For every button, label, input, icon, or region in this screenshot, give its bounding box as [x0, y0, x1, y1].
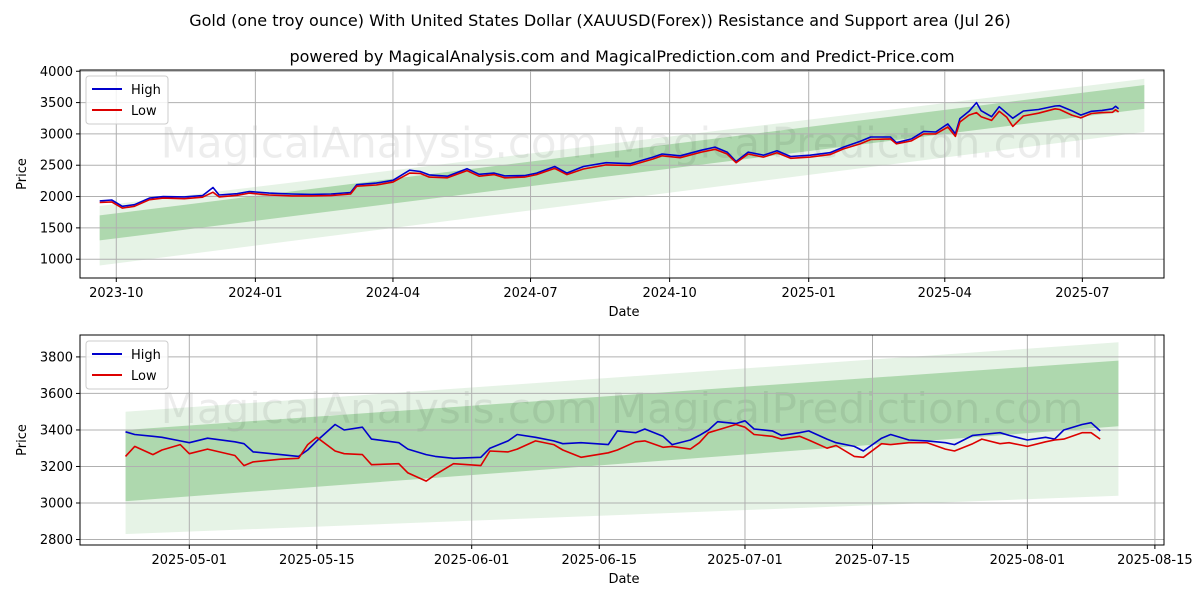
- zoom-x-tick-label: 2025-06-15: [561, 553, 637, 568]
- zoom-x-tick-label: 2025-05-01: [152, 553, 228, 568]
- main-y-axis-label: Price: [15, 158, 30, 190]
- main-y-tick-label: 3000: [40, 127, 73, 142]
- zoom-y-tick-label: 2800: [40, 533, 73, 548]
- main-x-tick-label: 2025-07: [1055, 286, 1109, 301]
- zoom-y-tick-label: 3400: [40, 423, 73, 438]
- zoom-series-low-line: [124, 423, 1101, 482]
- zoom-y-tick-label: 3800: [40, 350, 73, 365]
- main-x-tick-label: 2024-01: [228, 286, 282, 301]
- zoom-y-tick-label: 3000: [40, 497, 73, 512]
- main-legend-label-high: High: [131, 83, 161, 98]
- main-y-tick-label: 1000: [40, 253, 73, 268]
- zoom-axes-frame: [79, 334, 1165, 546]
- main-chart-panel: MagicalAnalysis.com MagicalPrediction.co…: [15, 65, 1165, 320]
- chart-subtitle: powered by MagicalAnalysis.com and Magic…: [289, 47, 954, 66]
- main-x-tick-label: 2024-04: [366, 286, 420, 301]
- zoom-y-tick-label: 3200: [40, 460, 73, 475]
- main-watermark: MagicalAnalysis.com MagicalPrediction.co…: [161, 118, 1084, 167]
- zoom-x-tick-label: 2025-07-01: [707, 553, 783, 568]
- zoom-legend: High Low: [85, 340, 169, 390]
- zoom-chart-panel: MagicalAnalysis.com MagicalPrediction.co…: [15, 334, 1193, 587]
- main-y-tick-label: 4000: [40, 65, 73, 80]
- main-x-tick-label: 2025-04: [918, 286, 972, 301]
- main-x-tick-label: 2023-10: [89, 286, 143, 301]
- main-x-axis-label: Date: [608, 305, 639, 320]
- zoom-legend-label-low: Low: [131, 369, 157, 384]
- main-axes-frame: [79, 69, 1165, 279]
- zoom-x-tick-label: 2025-06-01: [434, 553, 510, 568]
- main-y-tick-label: 1500: [40, 221, 73, 236]
- main-y-tick-label: 2000: [40, 190, 73, 205]
- main-band-0: [99, 78, 1145, 266]
- main-y-tick-label: 3500: [40, 96, 73, 111]
- zoom-x-axis-label: Date: [608, 572, 639, 587]
- main-y-tick-label: 2500: [40, 159, 73, 174]
- zoom-legend-label-high: High: [131, 348, 161, 363]
- main-x-tick-label: 2024-10: [642, 286, 696, 301]
- zoom-y-axis-label: Price: [15, 424, 30, 456]
- main-series-high-line: [99, 101, 1120, 208]
- main-x-tick-label: 2025-01: [782, 286, 836, 301]
- zoom-y-tick-label: 3600: [40, 387, 73, 402]
- main-legend-label-low: Low: [131, 104, 157, 119]
- zoom-x-tick-label: 2025-05-15: [279, 553, 355, 568]
- main-series-low-line: [99, 108, 1120, 209]
- zoom-x-tick-label: 2025-08-15: [1117, 553, 1193, 568]
- zoom-x-tick-label: 2025-07-15: [835, 553, 911, 568]
- zoom-band-0: [125, 342, 1119, 535]
- main-x-tick-label: 2024-07: [503, 286, 557, 301]
- chart-title: Gold (one troy ounce) With United States…: [189, 11, 1011, 30]
- main-legend: High Low: [85, 75, 169, 125]
- zoom-x-tick-label: 2025-08-01: [990, 553, 1066, 568]
- zoom-watermark: MagicalAnalysis.com MagicalPrediction.co…: [161, 384, 1084, 433]
